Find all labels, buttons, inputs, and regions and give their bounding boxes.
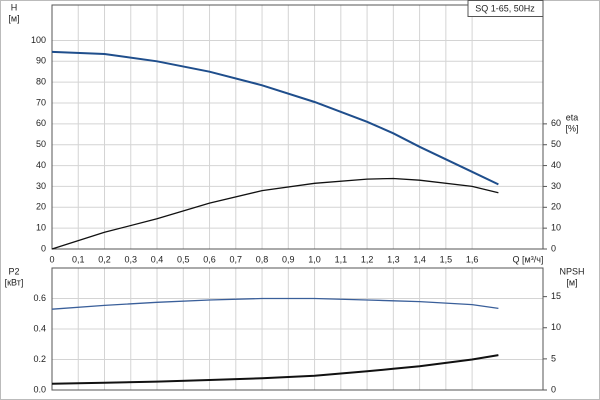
chart-title: SQ 1-65, 50Hz [475,3,535,13]
x-tick-label: 1,2 [361,254,374,264]
y-tick-label: 20 [36,202,46,212]
y2-axis-label: NPSH [559,266,584,276]
x-tick-label: 1,0 [308,254,321,264]
y-tick-label: 100 [31,35,46,45]
y-tick-label: 40 [36,160,46,170]
x-tick-label: 1,5 [440,254,453,264]
y2-tick-label: 20 [551,202,561,212]
y-tick-label: 70 [36,97,46,107]
x-axis-label: Q [м³/ч] [513,254,544,264]
series-line [51,50,499,186]
plot-frame [51,267,544,391]
y2-tick-label: 5 [551,353,556,363]
y2-tick-label: 30 [551,181,561,191]
x-tick-label: 0,1 [72,254,85,264]
y2-axis-unit: [м] [566,277,577,287]
x-tick-label: 0,6 [203,254,216,264]
title-box [467,0,544,17]
series-line [51,297,499,310]
y-tick-label: 0.6 [33,293,46,303]
x-tick-label: 1,3 [387,254,400,264]
x-tick-label: 0,4 [151,254,164,264]
x-tick-label: 0,2 [98,254,111,264]
y2-tick-label: 50 [551,139,561,149]
y2-tick-label: 0 [551,243,556,253]
y-tick-label: 60 [36,118,46,128]
y-tick-label: 0 [41,243,46,253]
y2-axis-unit: [%] [565,123,578,133]
x-tick-label: 0,3 [125,254,138,264]
x-tick-label: 0,9 [282,254,295,264]
y-tick-label: 90 [36,56,46,66]
y-axis-unit: [кВт] [5,277,24,287]
y2-tick-label: 0 [551,384,556,394]
y2-tick-label: 10 [551,322,561,332]
x-tick-label: 0,7 [230,254,243,264]
y-axis-label: P2 [8,266,19,276]
y-tick-label: 80 [36,77,46,87]
y-axis-unit: [м] [8,13,19,23]
x-tick-label: 1,6 [466,254,479,264]
y2-tick-label: 40 [551,160,561,170]
y2-axis-label: eta [566,112,579,122]
plot-frame [51,4,544,250]
x-tick-label: 1,1 [335,254,348,264]
y-axis-label: H [11,2,18,12]
y-tick-label: 0.2 [33,354,46,364]
series-line [51,177,499,250]
y2-tick-label: 60 [551,118,561,128]
y-tick-label: 0.4 [33,323,46,333]
y-tick-label: 0.0 [33,384,46,394]
y-tick-label: 50 [36,139,46,149]
x-tick-label: 0 [49,254,54,264]
x-tick-label: 1,4 [413,254,426,264]
y2-tick-label: 10 [551,223,561,233]
x-tick-label: 0,5 [177,254,190,264]
y2-tick-label: 15 [551,291,561,301]
y-tick-label: 30 [36,181,46,191]
x-tick-label: 0,8 [256,254,269,264]
series-line [51,354,499,385]
y-tick-label: 10 [36,223,46,233]
